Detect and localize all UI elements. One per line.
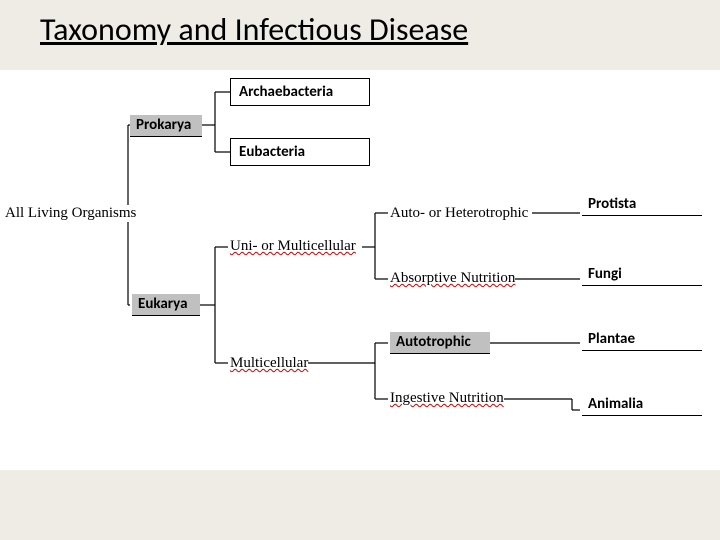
node-animalia: Animalia [582,395,702,416]
node-root: All Living Organisms [5,205,136,222]
node-prokarya: Prokarya [130,115,202,137]
wavy-text: Multicellular [230,355,308,371]
wavy-text: Ingestive Nutrition [390,390,504,406]
taxonomy-diagram: All Living Organisms Prokarya Eukarya Ar… [0,70,720,470]
wavy-text: Absorptive Nutrition [390,270,515,286]
node-eubacteria: Eubacteria [230,138,370,166]
node-absorptive: Absorptive Nutrition [390,270,515,287]
node-uni-multi: Uni- or Multicellular [230,238,356,255]
wavy-text: Uni- or Multicellular [230,238,356,254]
node-eukarya: Eukarya [132,294,200,316]
node-fungi: Fungi [582,265,702,286]
node-archaebacteria: Archaebacteria [230,78,370,106]
node-plantae: Plantae [582,330,702,351]
node-ingestive: Ingestive Nutrition [390,390,504,407]
slide-title: Taxonomy and Infectious Disease [40,10,468,49]
node-protista: Protista [582,195,702,216]
node-multicellular: Multicellular [230,355,308,372]
node-auto-hetero: Auto- or Heterotrophic [390,205,528,222]
node-autotrophic: Autotrophic [390,332,490,354]
slide: Taxonomy and Infectious Disease All Livi… [0,0,720,540]
